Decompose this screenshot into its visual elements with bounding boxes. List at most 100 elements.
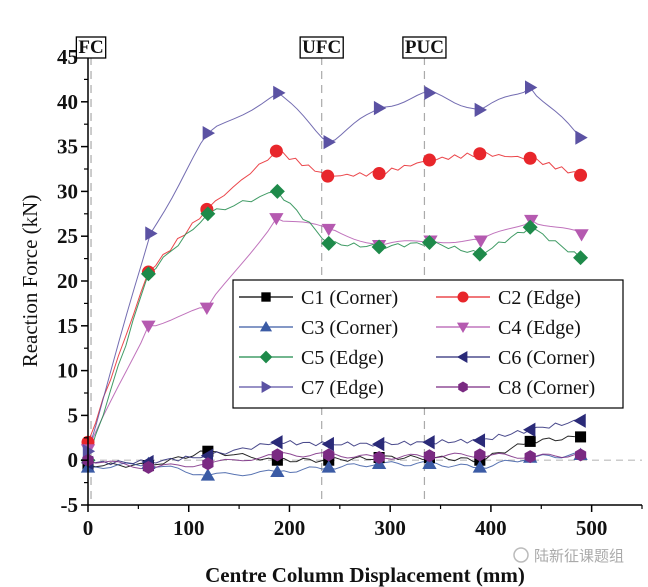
series-line-c2 — [87, 150, 581, 443]
data-point-c6 — [422, 435, 435, 450]
data-point-c4 — [141, 320, 156, 333]
data-point-c2 — [422, 153, 436, 167]
data-point-c2 — [473, 147, 487, 161]
x-tick-label: 100 — [173, 516, 205, 540]
data-point-c7 — [273, 85, 286, 100]
watermark: 陆新征课题组 — [513, 547, 624, 565]
y-tick-label: 15 — [57, 314, 78, 338]
y-tick-label: 25 — [57, 224, 78, 248]
data-point-c2 — [372, 166, 386, 180]
y-tick-label: 30 — [57, 179, 78, 203]
data-point-c4 — [199, 302, 215, 316]
annotation-box-fc — [75, 36, 107, 59]
data-point-c6 — [270, 435, 283, 450]
data-point-c4 — [473, 235, 488, 248]
data-point-c8 — [423, 449, 436, 463]
data-point-c8 — [202, 457, 214, 471]
y-tick-label: 10 — [57, 359, 78, 383]
series-line-c3 — [87, 452, 581, 477]
legend-entry-c6: C6 (Corner) — [436, 347, 595, 369]
watermark-icon — [513, 547, 529, 563]
legend-marker-c6 — [456, 350, 468, 364]
series-line-c5 — [87, 190, 581, 461]
legend-label-c6: C6 (Corner) — [498, 347, 595, 369]
annotation-label-fc: FC — [78, 37, 103, 58]
legend-marker-c2 — [457, 291, 469, 303]
x-tick-label: 400 — [475, 516, 507, 540]
data-point-c5 — [321, 235, 337, 251]
y-tick-label: 35 — [57, 135, 78, 159]
series-line-c1 — [87, 435, 581, 468]
legend-entry-c3: C3 (Corner) — [239, 317, 398, 339]
data-point-c3 — [270, 464, 285, 478]
legend-label-c7: C7 (Edge) — [301, 377, 384, 399]
x-axis-title: Centre Column Displacement (mm) — [205, 563, 525, 587]
data-point-c1 — [575, 431, 587, 443]
data-point-c2 — [321, 169, 335, 183]
series-line-c8 — [87, 452, 581, 470]
y-axis-title: Reaction Force (kN) — [18, 195, 42, 368]
data-point-c6 — [573, 413, 586, 428]
x-tick-label: 500 — [576, 516, 608, 540]
legend-marker-c7 — [261, 380, 273, 394]
legend-entry-c4: C4 (Edge) — [436, 317, 581, 339]
legend-marker-c3 — [259, 320, 273, 332]
legend-label-c4: C4 (Edge) — [498, 317, 581, 339]
data-point-c5 — [472, 246, 488, 262]
legend-marker-c4 — [456, 322, 470, 334]
legend-marker-c8 — [458, 381, 468, 393]
annotation-label-puc: PUC — [405, 37, 444, 58]
legend-entry-c1: C1 (Corner) — [239, 287, 398, 309]
data-point-c7 — [474, 102, 487, 118]
annotation-box-puc — [402, 36, 447, 59]
legend-label-c5: C5 (Edge) — [301, 347, 384, 369]
y-tick-label: 5 — [68, 403, 79, 427]
data-point-c2 — [574, 168, 588, 182]
x-tick-label: 200 — [274, 516, 306, 540]
data-point-c8 — [373, 451, 385, 465]
legend-label-c1: C1 (Corner) — [301, 287, 398, 309]
y-tick-label: 0 — [68, 448, 79, 472]
data-point-c5 — [522, 219, 538, 235]
data-point-c5 — [140, 266, 156, 282]
data-point-c5 — [573, 250, 589, 266]
data-point-c5 — [371, 239, 387, 255]
annotation-label-ufc: UFC — [302, 37, 341, 58]
data-point-c7 — [82, 444, 96, 459]
data-point-c5 — [200, 206, 216, 222]
data-point-c4 — [321, 223, 336, 237]
y-tick-label: 20 — [57, 269, 78, 293]
data-point-c2 — [523, 151, 537, 165]
data-point-c6 — [472, 433, 486, 448]
data-point-c7 — [575, 130, 588, 145]
legend-label-c2: C2 (Edge) — [498, 287, 581, 309]
data-point-c2 — [269, 144, 283, 158]
legend-box — [232, 279, 624, 409]
data-point-c3 — [472, 460, 487, 473]
legend-entry-c7: C7 (Edge) — [239, 377, 384, 399]
data-point-c5 — [269, 183, 285, 199]
data-point-c8 — [142, 460, 155, 474]
data-point-c5 — [421, 234, 437, 250]
data-point-c8 — [574, 448, 587, 462]
series-line-c6 — [87, 419, 581, 466]
data-point-c4 — [574, 229, 589, 242]
y-tick-label: -5 — [61, 493, 79, 517]
legend-label-c8: C8 (Corner) — [498, 377, 595, 399]
legend-entry-c8: C8 (Corner) — [436, 377, 595, 399]
data-point-c3 — [321, 460, 336, 473]
data-point-c7 — [524, 80, 538, 95]
data-point-c6 — [321, 436, 334, 452]
data-point-c8 — [474, 448, 486, 462]
legend-entry-c5: C5 (Edge) — [239, 347, 384, 369]
data-point-c6 — [371, 436, 385, 452]
legend-label-c3: C3 (Corner) — [301, 317, 398, 339]
data-point-c1 — [524, 435, 536, 447]
data-point-c3 — [200, 468, 216, 481]
watermark-text: 陆新征课题组 — [534, 547, 624, 565]
data-point-c7 — [424, 85, 437, 100]
annotation-box-ufc — [299, 36, 344, 59]
data-point-c7 — [323, 134, 336, 150]
data-point-c4 — [269, 213, 284, 226]
